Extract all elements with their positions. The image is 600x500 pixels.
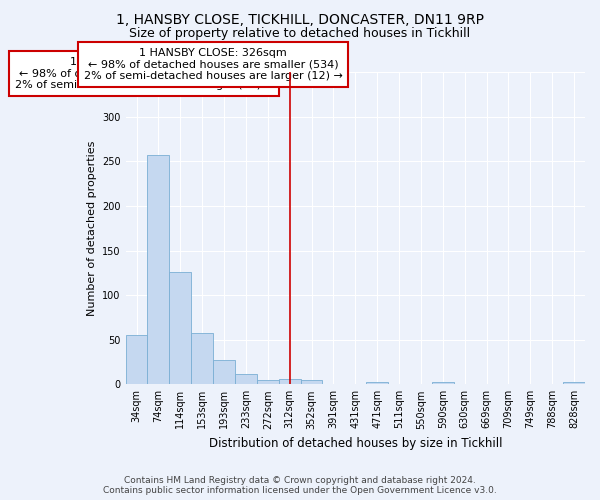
Bar	[301, 380, 322, 384]
Bar	[213, 360, 235, 384]
Text: 1 HANSBY CLOSE: 326sqm
← 98% of detached houses are smaller (534)
2% of semi-det: 1 HANSBY CLOSE: 326sqm ← 98% of detached…	[15, 57, 274, 90]
Text: 1 HANSBY CLOSE: 326sqm
← 98% of detached houses are smaller (534)
2% of semi-det: 1 HANSBY CLOSE: 326sqm ← 98% of detached…	[83, 48, 343, 81]
Bar	[257, 380, 279, 384]
Bar	[432, 382, 454, 384]
Bar	[148, 155, 169, 384]
X-axis label: Distribution of detached houses by size in Tickhill: Distribution of detached houses by size …	[209, 437, 502, 450]
Bar	[279, 379, 301, 384]
Bar	[191, 332, 213, 384]
Bar	[125, 336, 148, 384]
Bar	[235, 374, 257, 384]
Bar	[366, 382, 388, 384]
Y-axis label: Number of detached properties: Number of detached properties	[86, 140, 97, 316]
Bar	[169, 272, 191, 384]
Text: 1, HANSBY CLOSE, TICKHILL, DONCASTER, DN11 9RP: 1, HANSBY CLOSE, TICKHILL, DONCASTER, DN…	[116, 12, 484, 26]
Bar	[563, 382, 585, 384]
Text: Size of property relative to detached houses in Tickhill: Size of property relative to detached ho…	[130, 28, 470, 40]
Text: Contains HM Land Registry data © Crown copyright and database right 2024.
Contai: Contains HM Land Registry data © Crown c…	[103, 476, 497, 495]
